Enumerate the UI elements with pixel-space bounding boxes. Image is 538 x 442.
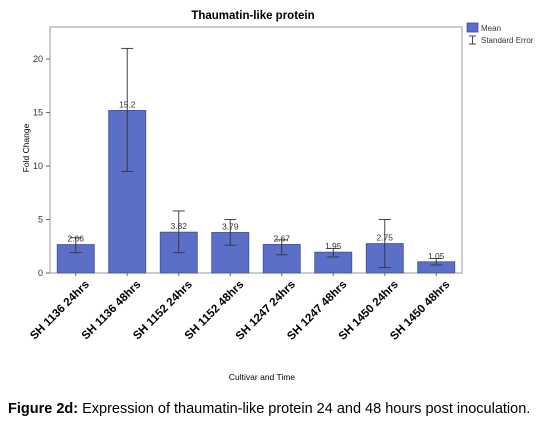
y-tick-label: 0	[38, 268, 43, 278]
error-bars	[69, 47, 443, 269]
bar-value-label: 2.75	[376, 233, 393, 243]
y-tick-label: 10	[33, 161, 43, 171]
y-axis-label: Fold Change	[21, 123, 31, 172]
bar-value-label: 3.82	[170, 221, 187, 231]
value-labels: 2.66 15.2 3.82 3.79 2.67 1.95 2.75 1.05	[67, 99, 444, 260]
chart: Thaumatin-like protein 0 5 10 15 20 2.66 15.2…	[21, 10, 534, 382]
y-tick-label: 15	[33, 108, 43, 118]
x-axis-label: Cultivar and Time	[229, 372, 295, 382]
bars	[56, 110, 456, 274]
chart-svg: Thaumatin-like protein 0 5 10 15 20 2.66 15.2…	[21, 10, 534, 382]
plot-frame	[49, 26, 463, 274]
plot-border	[49, 26, 463, 274]
bar-value-label: 15.2	[119, 99, 136, 109]
y-tick-label: 20	[33, 54, 43, 64]
bar-value-label: 3.79	[222, 221, 239, 231]
legend-label-mean: Mean	[481, 24, 501, 33]
y-axis: 0 5 10 15 20	[33, 54, 50, 278]
chart-title: Thaumatin-like protein	[191, 10, 314, 22]
bar-value-label: 2.67	[273, 233, 290, 243]
legend-swatch-mean	[466, 22, 479, 33]
legend: Mean Standard Error	[466, 22, 534, 45]
bar-value-label: 1.95	[325, 241, 342, 251]
caption-text: Expression of thaumatin-like protein 24 …	[78, 401, 531, 417]
figure-caption: Figure 2d: Expression of thaumatin-like …	[8, 400, 534, 418]
caption-lead: Figure 2d:	[8, 401, 79, 417]
bar-value-label: 1.05	[428, 251, 445, 261]
bar-value-label: 2.66	[67, 234, 84, 244]
legend-label-error: Standard Error	[481, 36, 534, 45]
y-tick-label: 5	[38, 215, 43, 225]
